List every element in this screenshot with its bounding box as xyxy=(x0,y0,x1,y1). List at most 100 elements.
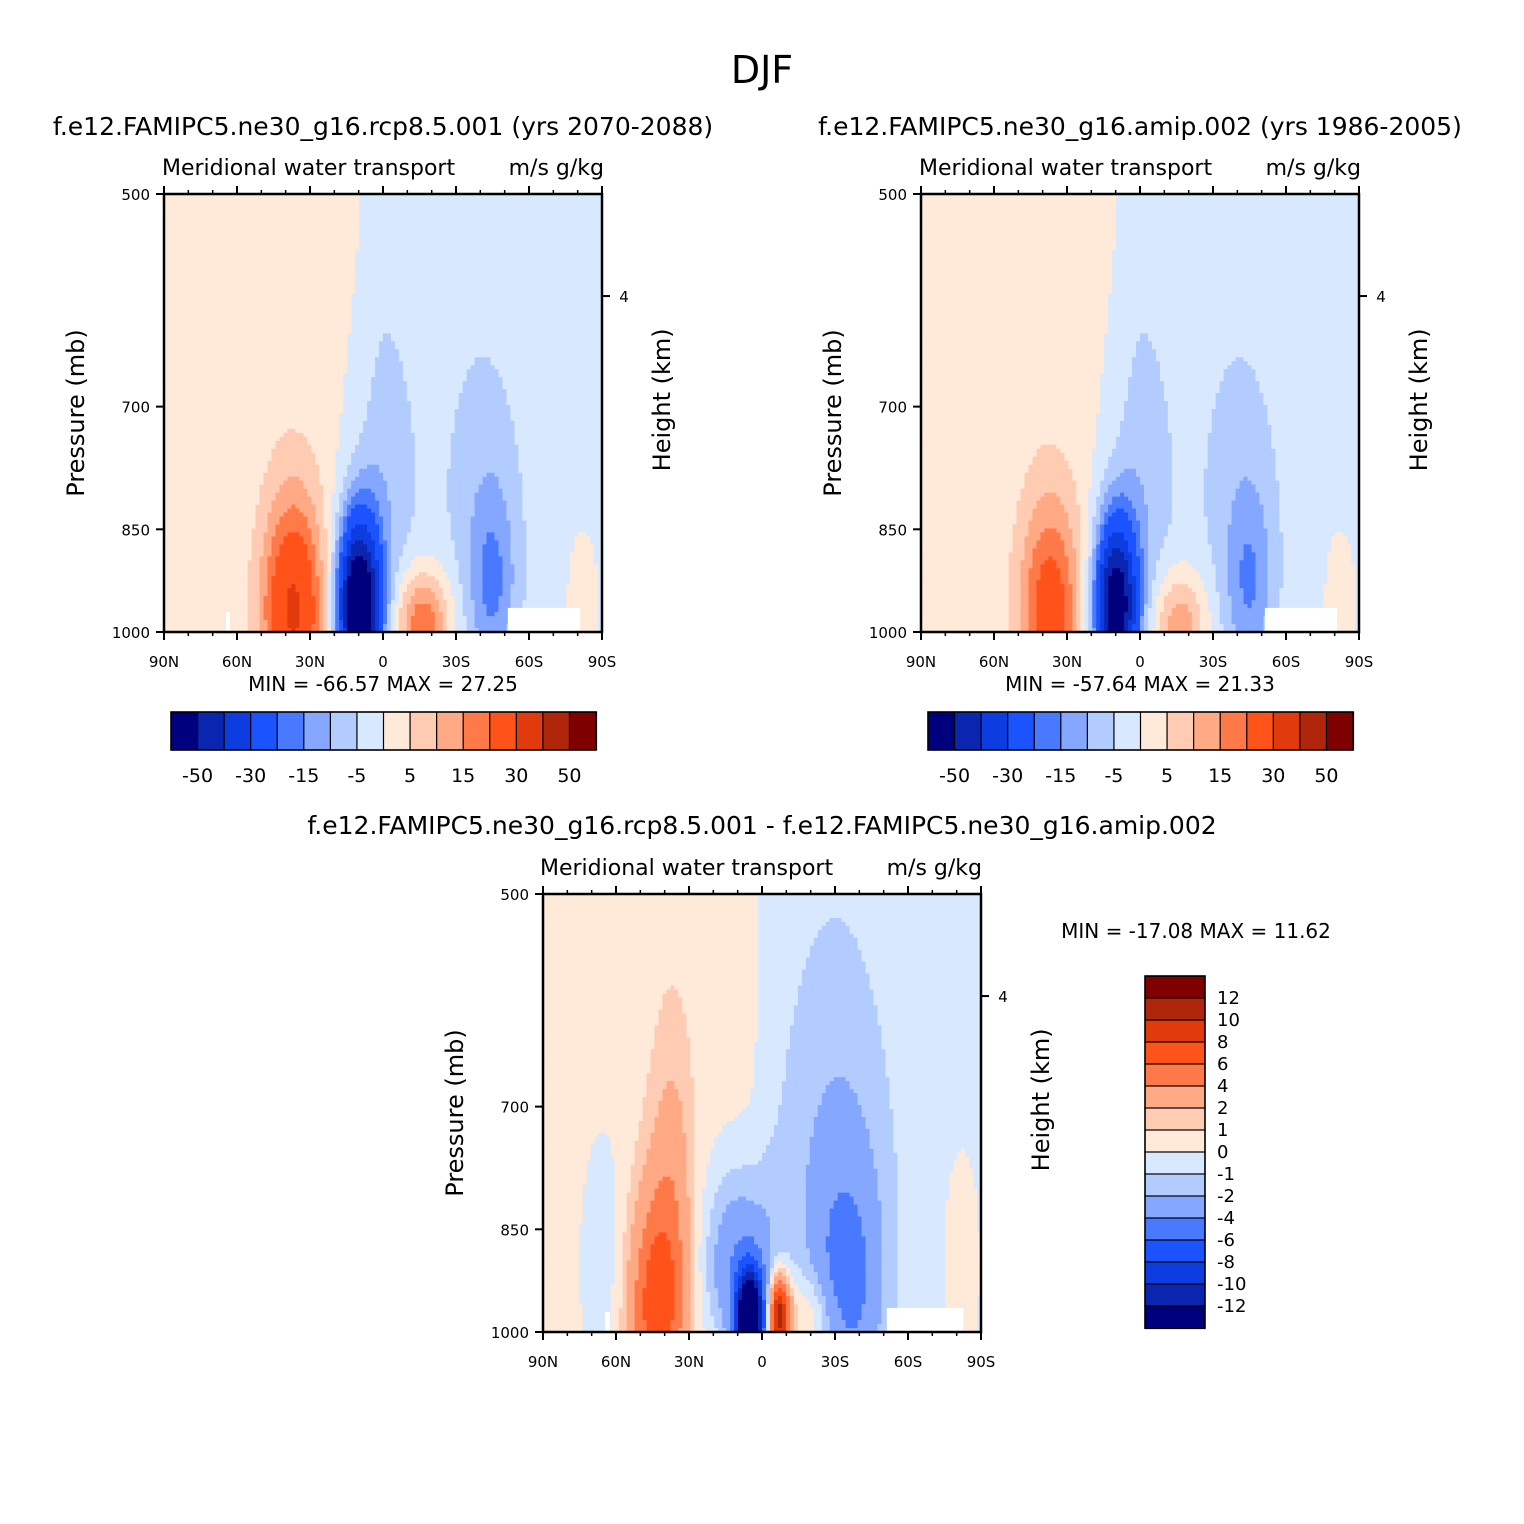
height-tick-label: 4 xyxy=(619,288,629,306)
panel-b-title: f.e12.FAMIPC5.ne30_g16.amip.002 (yrs 198… xyxy=(818,112,1462,141)
colorbar-swatch xyxy=(1144,997,1206,1022)
colorbar-swatch xyxy=(462,711,491,751)
colorbar-swatch xyxy=(223,711,252,751)
colorbar-label: -30 xyxy=(992,765,1023,787)
colorbar-label: -1 xyxy=(1217,1164,1235,1185)
colorbar-swatch xyxy=(1144,1217,1206,1242)
x-tick-label: 30S xyxy=(821,1353,850,1371)
colorbar-swatch xyxy=(1144,1019,1206,1044)
height-tick-label: 4 xyxy=(1376,288,1386,306)
colorbar-label: 2 xyxy=(1217,1098,1228,1119)
panel-a-colorbar: -50 -30 -15 -5 5 15 30 50 xyxy=(170,711,598,787)
x-tick-label: 0 xyxy=(378,653,388,671)
x-tick-label: 90N xyxy=(528,1353,558,1371)
height-tick-label: 4 xyxy=(998,988,1008,1006)
colorbar-swatch xyxy=(170,711,199,751)
colorbar-label: 5 xyxy=(1161,765,1173,787)
panel-b-units-label: m/s g/kg xyxy=(1266,156,1361,181)
colorbar-label: 1 xyxy=(1217,1120,1228,1141)
panel-a-stats: MIN = -66.57 MAX = 27.25 xyxy=(248,672,518,696)
colorbar-label: -50 xyxy=(182,765,213,787)
colorbar-label: 4 xyxy=(1217,1076,1228,1097)
y-tick-label: 850 xyxy=(121,521,150,539)
panel-c-variable-label: Meridional water transport xyxy=(540,856,833,881)
y-tick-label: 850 xyxy=(878,521,907,539)
colorbar-swatch xyxy=(927,711,956,751)
colorbar-label: -12 xyxy=(1217,1296,1246,1317)
colorbar-label: 6 xyxy=(1217,1054,1228,1075)
panel-b: f.e12.FAMIPC5.ne30_g16.amip.002 (yrs 198… xyxy=(818,112,1462,787)
y-tick-label: 1000 xyxy=(112,624,150,642)
colorbar-swatch xyxy=(1139,711,1169,751)
panel-a-variable-label: Meridional water transport xyxy=(162,156,455,181)
colorbar-label: -50 xyxy=(939,765,970,787)
colorbar-label: 12 xyxy=(1217,988,1240,1009)
height-axis-title: Height (km) xyxy=(1027,1028,1055,1171)
colorbar-swatch xyxy=(953,711,983,751)
y-tick-label: 500 xyxy=(878,186,907,204)
x-tick-label: 30S xyxy=(1199,653,1228,671)
colorbar-label: -10 xyxy=(1217,1274,1246,1295)
x-tick-label: 90S xyxy=(967,1353,996,1371)
y-tick-label: 850 xyxy=(500,1221,529,1239)
colorbar-label: -2 xyxy=(1217,1186,1235,1207)
colorbar-label: -30 xyxy=(235,765,266,787)
panel-b-stats: MIN = -57.64 MAX = 21.33 xyxy=(1005,672,1275,696)
colorbar-swatch xyxy=(1144,1239,1206,1264)
colorbar-swatch xyxy=(1144,1107,1206,1132)
x-tick-label: 30S xyxy=(442,653,471,671)
colorbar-swatch xyxy=(489,711,518,751)
panel-b-variable-label: Meridional water transport xyxy=(919,156,1212,181)
colorbar-label: -8 xyxy=(1217,1252,1235,1273)
x-tick-label: 90S xyxy=(588,653,617,671)
colorbar-swatch xyxy=(1086,711,1116,751)
colorbar-swatch xyxy=(1144,1085,1206,1110)
colorbar-swatch xyxy=(1144,1305,1206,1330)
y-tick-label: 700 xyxy=(121,399,150,417)
x-tick-label: 60N xyxy=(601,1353,631,1371)
colorbar-swatch xyxy=(1272,711,1301,751)
colorbar-swatch xyxy=(1113,711,1142,751)
colorbar-label: -15 xyxy=(288,765,319,787)
colorbar-swatch xyxy=(1144,1195,1206,1220)
x-tick-label: 60S xyxy=(894,1353,923,1371)
x-tick-label: 60S xyxy=(515,653,544,671)
colorbar-swatch xyxy=(1144,1041,1206,1066)
colorbar-swatch xyxy=(1144,1063,1206,1088)
figure-title: DJF xyxy=(731,48,793,92)
y-tick-label: 1000 xyxy=(869,624,907,642)
colorbar-swatch xyxy=(1060,711,1089,751)
colorbar-label: 0 xyxy=(1217,1142,1228,1163)
panel-a-plot: 500 700 850 1000 4 90N 60N 30N 0 30S 60S 90S Pressur… xyxy=(62,186,676,671)
colorbar-swatch xyxy=(409,711,438,751)
colorbar-swatch xyxy=(1144,975,1206,1000)
colorbar-swatch xyxy=(1144,1173,1206,1198)
colorbar-label: 30 xyxy=(1261,765,1285,787)
x-tick-label: 30N xyxy=(295,653,325,671)
colorbar-swatch xyxy=(515,711,544,751)
colorbar-label: 8 xyxy=(1217,1032,1228,1053)
panel-c-title: f.e12.FAMIPC5.ne30_g16.rcp8.5.001 - f.e1… xyxy=(307,811,1216,840)
colorbar-swatch xyxy=(1144,1151,1206,1176)
colorbar-label: 30 xyxy=(504,765,528,787)
colorbar-swatch xyxy=(1144,1261,1206,1286)
colorbar-swatch xyxy=(1144,1283,1206,1308)
x-tick-label: 90S xyxy=(1345,653,1374,671)
y-tick-label: 500 xyxy=(121,186,150,204)
colorbar-swatch xyxy=(568,711,598,751)
colorbar-swatch xyxy=(1193,711,1222,751)
panel-c-stats: MIN = -17.08 MAX = 11.62 xyxy=(1061,919,1331,943)
x-tick-label: 60N xyxy=(979,653,1009,671)
panel-a: f.e12.FAMIPC5.ne30_g16.rcp8.5.001 (yrs 2… xyxy=(53,112,713,787)
pressure-axis-title: Pressure (mb) xyxy=(819,329,847,496)
colorbar-swatch xyxy=(250,711,279,751)
colorbar-swatch xyxy=(196,711,226,751)
colorbar-swatch xyxy=(303,711,332,751)
colorbar-label: -4 xyxy=(1217,1208,1235,1229)
x-tick-label: 90N xyxy=(149,653,179,671)
height-axis-title: Height (km) xyxy=(1405,328,1433,471)
colorbar-label: -6 xyxy=(1217,1230,1235,1251)
colorbar-label: 50 xyxy=(557,765,581,787)
